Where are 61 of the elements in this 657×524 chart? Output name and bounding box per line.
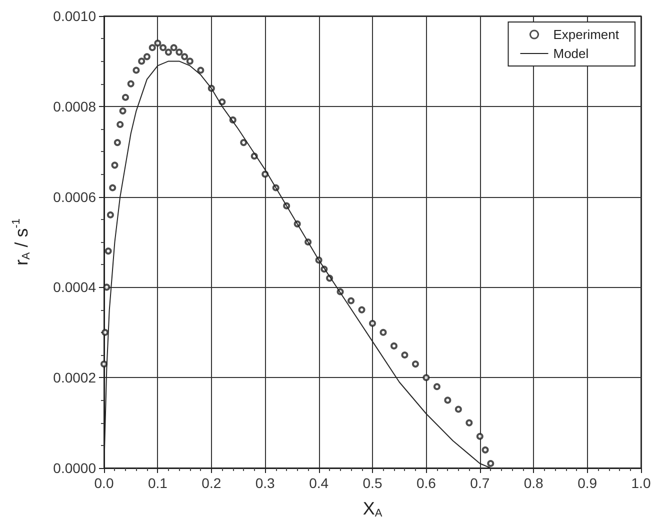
point [138, 58, 146, 65]
point [412, 360, 419, 368]
point [197, 66, 204, 74]
point [154, 40, 162, 47]
point [390, 342, 398, 350]
point [369, 320, 376, 327]
point [106, 211, 114, 218]
y-tick-label: 0.0006 [53, 188, 96, 205]
point [170, 44, 178, 52]
point [176, 48, 183, 56]
point [104, 248, 112, 255]
point [476, 432, 484, 440]
point [401, 352, 408, 358]
point [122, 94, 129, 101]
point [262, 170, 269, 178]
point [444, 396, 452, 404]
y-tick-label: 0.0002 [53, 370, 96, 386]
point [160, 44, 167, 52]
x-tick-label: 0.3 [255, 475, 276, 491]
x-tick-label: 0.1 [148, 475, 168, 491]
point [164, 48, 172, 56]
y-tick-label: 0.0010 [53, 8, 96, 24]
point [240, 139, 248, 146]
point [482, 446, 489, 454]
x-tick-label: 1.0 [631, 475, 651, 491]
x-tick-label: 0.0 [94, 475, 114, 491]
point [111, 162, 118, 169]
legend-label: Experiment [553, 27, 620, 42]
point [102, 328, 109, 336]
x-tick-label: 0.7 [470, 475, 490, 491]
x-tick-label: 0.6 [416, 475, 436, 491]
point [358, 306, 366, 314]
y-tick-label: 0.0008 [53, 98, 96, 114]
point [186, 58, 194, 65]
x-tick-label: 0.9 [578, 475, 598, 491]
point [143, 53, 150, 60]
point [466, 419, 473, 426]
legend-label: Model [553, 46, 589, 61]
point [103, 284, 110, 291]
point [181, 53, 188, 60]
point [100, 360, 108, 368]
point [114, 139, 121, 146]
point [422, 374, 430, 382]
point [380, 328, 387, 336]
y-tick-label: 0.0004 [53, 279, 96, 296]
y-tick-label: 0.0000 [53, 460, 96, 476]
point [132, 66, 140, 74]
point [487, 460, 494, 467]
point [148, 44, 156, 52]
point [127, 80, 134, 88]
point [109, 184, 116, 192]
y-axis-title: rA / s-1 [10, 218, 32, 266]
point [119, 107, 126, 114]
point [116, 120, 124, 128]
x-tick-label: 0.8 [524, 475, 544, 491]
x-tick-label: 0.2 [202, 475, 222, 491]
point [454, 406, 462, 413]
point [433, 383, 440, 390]
point [348, 297, 355, 304]
x-tick-label: 0.5 [362, 475, 382, 491]
x-tick-label: 0.4 [309, 475, 329, 491]
